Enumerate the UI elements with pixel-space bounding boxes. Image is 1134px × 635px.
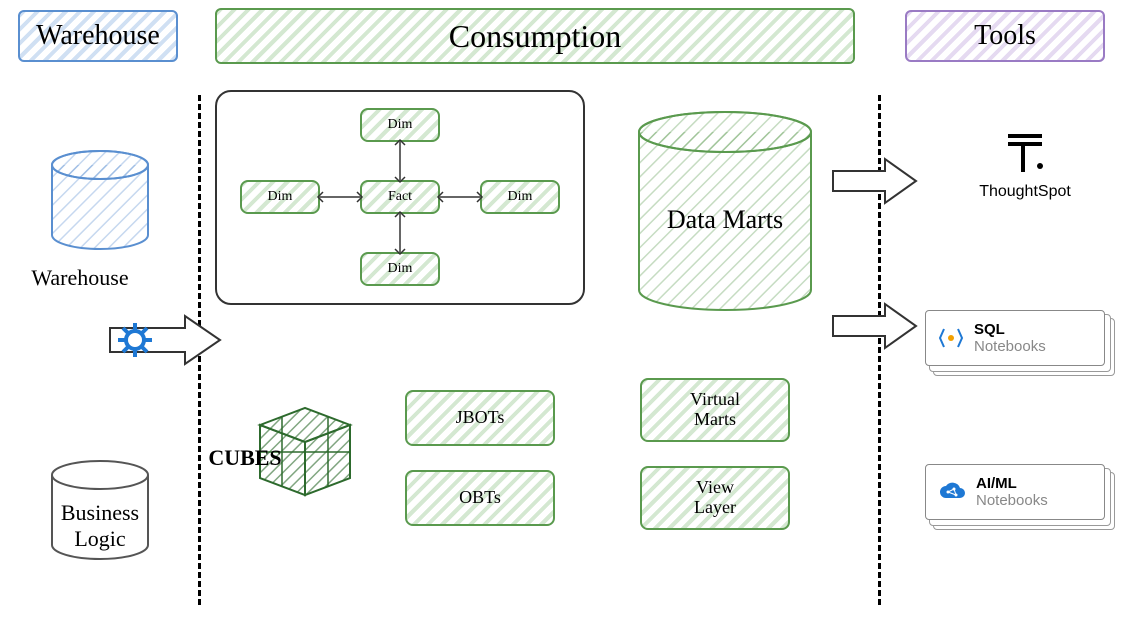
aiml-icon — [938, 480, 966, 504]
gear-arrow — [105, 310, 225, 370]
header-tools-label: Tools — [974, 20, 1036, 52]
cylinder-warehouse-label: Warehouse — [0, 265, 180, 291]
header-tools: Tools — [905, 10, 1105, 62]
box-view-layer: View Layer — [640, 466, 790, 530]
cylinder-business-logic-label: Business Logic — [0, 500, 200, 552]
card-sql-subtitle: Notebooks — [974, 338, 1046, 355]
header-warehouse-label: Warehouse — [36, 20, 160, 52]
box-virtual-marts: Virtual Marts — [640, 378, 790, 442]
box-view-layer-label: View Layer — [694, 478, 736, 518]
arrow-to-notebooks — [830, 300, 920, 352]
sql-icon — [938, 325, 964, 351]
card-aiml-subtitle: Notebooks — [976, 492, 1048, 509]
box-jbots: JBOTs — [405, 390, 555, 446]
box-jbots-label: JBOTs — [456, 408, 505, 428]
star-connectors — [215, 90, 585, 305]
box-obts-label: OBTs — [459, 488, 501, 508]
header-consumption: Consumption — [215, 8, 855, 64]
box-virtual-marts-label: Virtual Marts — [690, 390, 740, 430]
card-sql-notebooks: SQL Notebooks — [925, 310, 1105, 366]
thoughtspot-block: ThoughtSpot — [940, 128, 1110, 201]
arrow-to-thoughtspot — [830, 155, 920, 207]
cubes-label: CUBES — [200, 445, 290, 471]
cylinder-data-marts-label: Data Marts — [635, 205, 815, 235]
cylinder-warehouse — [50, 150, 150, 260]
header-consumption-label: Consumption — [449, 18, 621, 55]
card-sql-title: SQL — [974, 321, 1046, 338]
header-warehouse: Warehouse — [18, 10, 178, 62]
card-aiml-title: AI/ML — [976, 475, 1048, 492]
thoughtspot-icon — [1000, 128, 1050, 178]
thoughtspot-label: ThoughtSpot — [940, 183, 1110, 201]
box-obts: OBTs — [405, 470, 555, 526]
card-aiml-notebooks: AI/ML Notebooks — [925, 464, 1105, 520]
